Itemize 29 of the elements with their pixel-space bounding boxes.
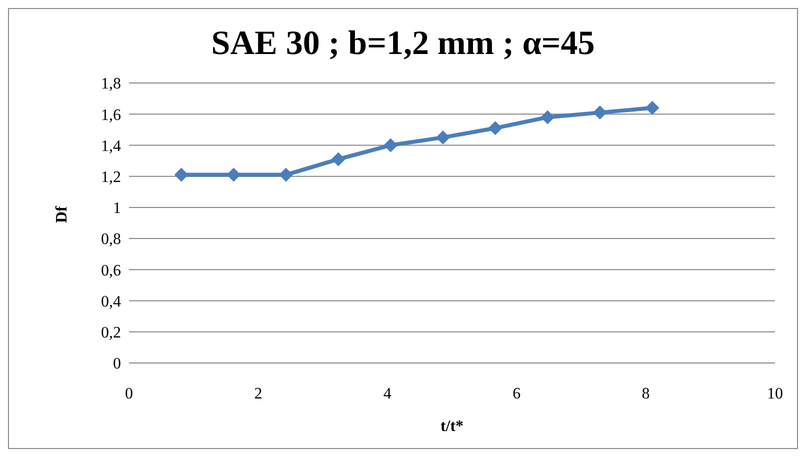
y-tick-label: 1,6 (101, 106, 121, 124)
point (645, 100, 660, 115)
point (488, 121, 502, 136)
y-tick-label: 0,2 (101, 324, 121, 342)
y-axis-title: Df (54, 205, 71, 223)
x-tick-label: 4 (383, 385, 392, 402)
chart-title: SAE 30 ; b=1,2 mm ; α=45 (210, 25, 596, 64)
y-tick-label: 1,4 (101, 138, 121, 155)
x-tick-label: 8 (642, 385, 650, 402)
point (592, 106, 607, 120)
y-tick-label: 0 (113, 356, 121, 373)
y-tick-label: 0,4 (101, 293, 121, 310)
y-tick-label: 0,8 (101, 231, 121, 248)
y-tick-label: 1,8 (101, 76, 121, 93)
y-tick-label: 1,2 (101, 169, 121, 186)
x-axis-title: t/t* (440, 418, 464, 435)
point (384, 138, 398, 152)
x-tick-label: 10 (767, 385, 783, 402)
x-tick-label: 0 (125, 385, 133, 402)
x-tick-label: 6 (512, 385, 521, 402)
point (226, 168, 241, 182)
point (540, 110, 555, 124)
point (436, 130, 450, 144)
x-tick-label: 2 (254, 385, 262, 402)
y-tick-label: 0,6 (101, 262, 121, 280)
point (331, 152, 346, 166)
point (278, 168, 293, 182)
y-tick-label: 1 (113, 200, 121, 218)
point (174, 168, 188, 182)
